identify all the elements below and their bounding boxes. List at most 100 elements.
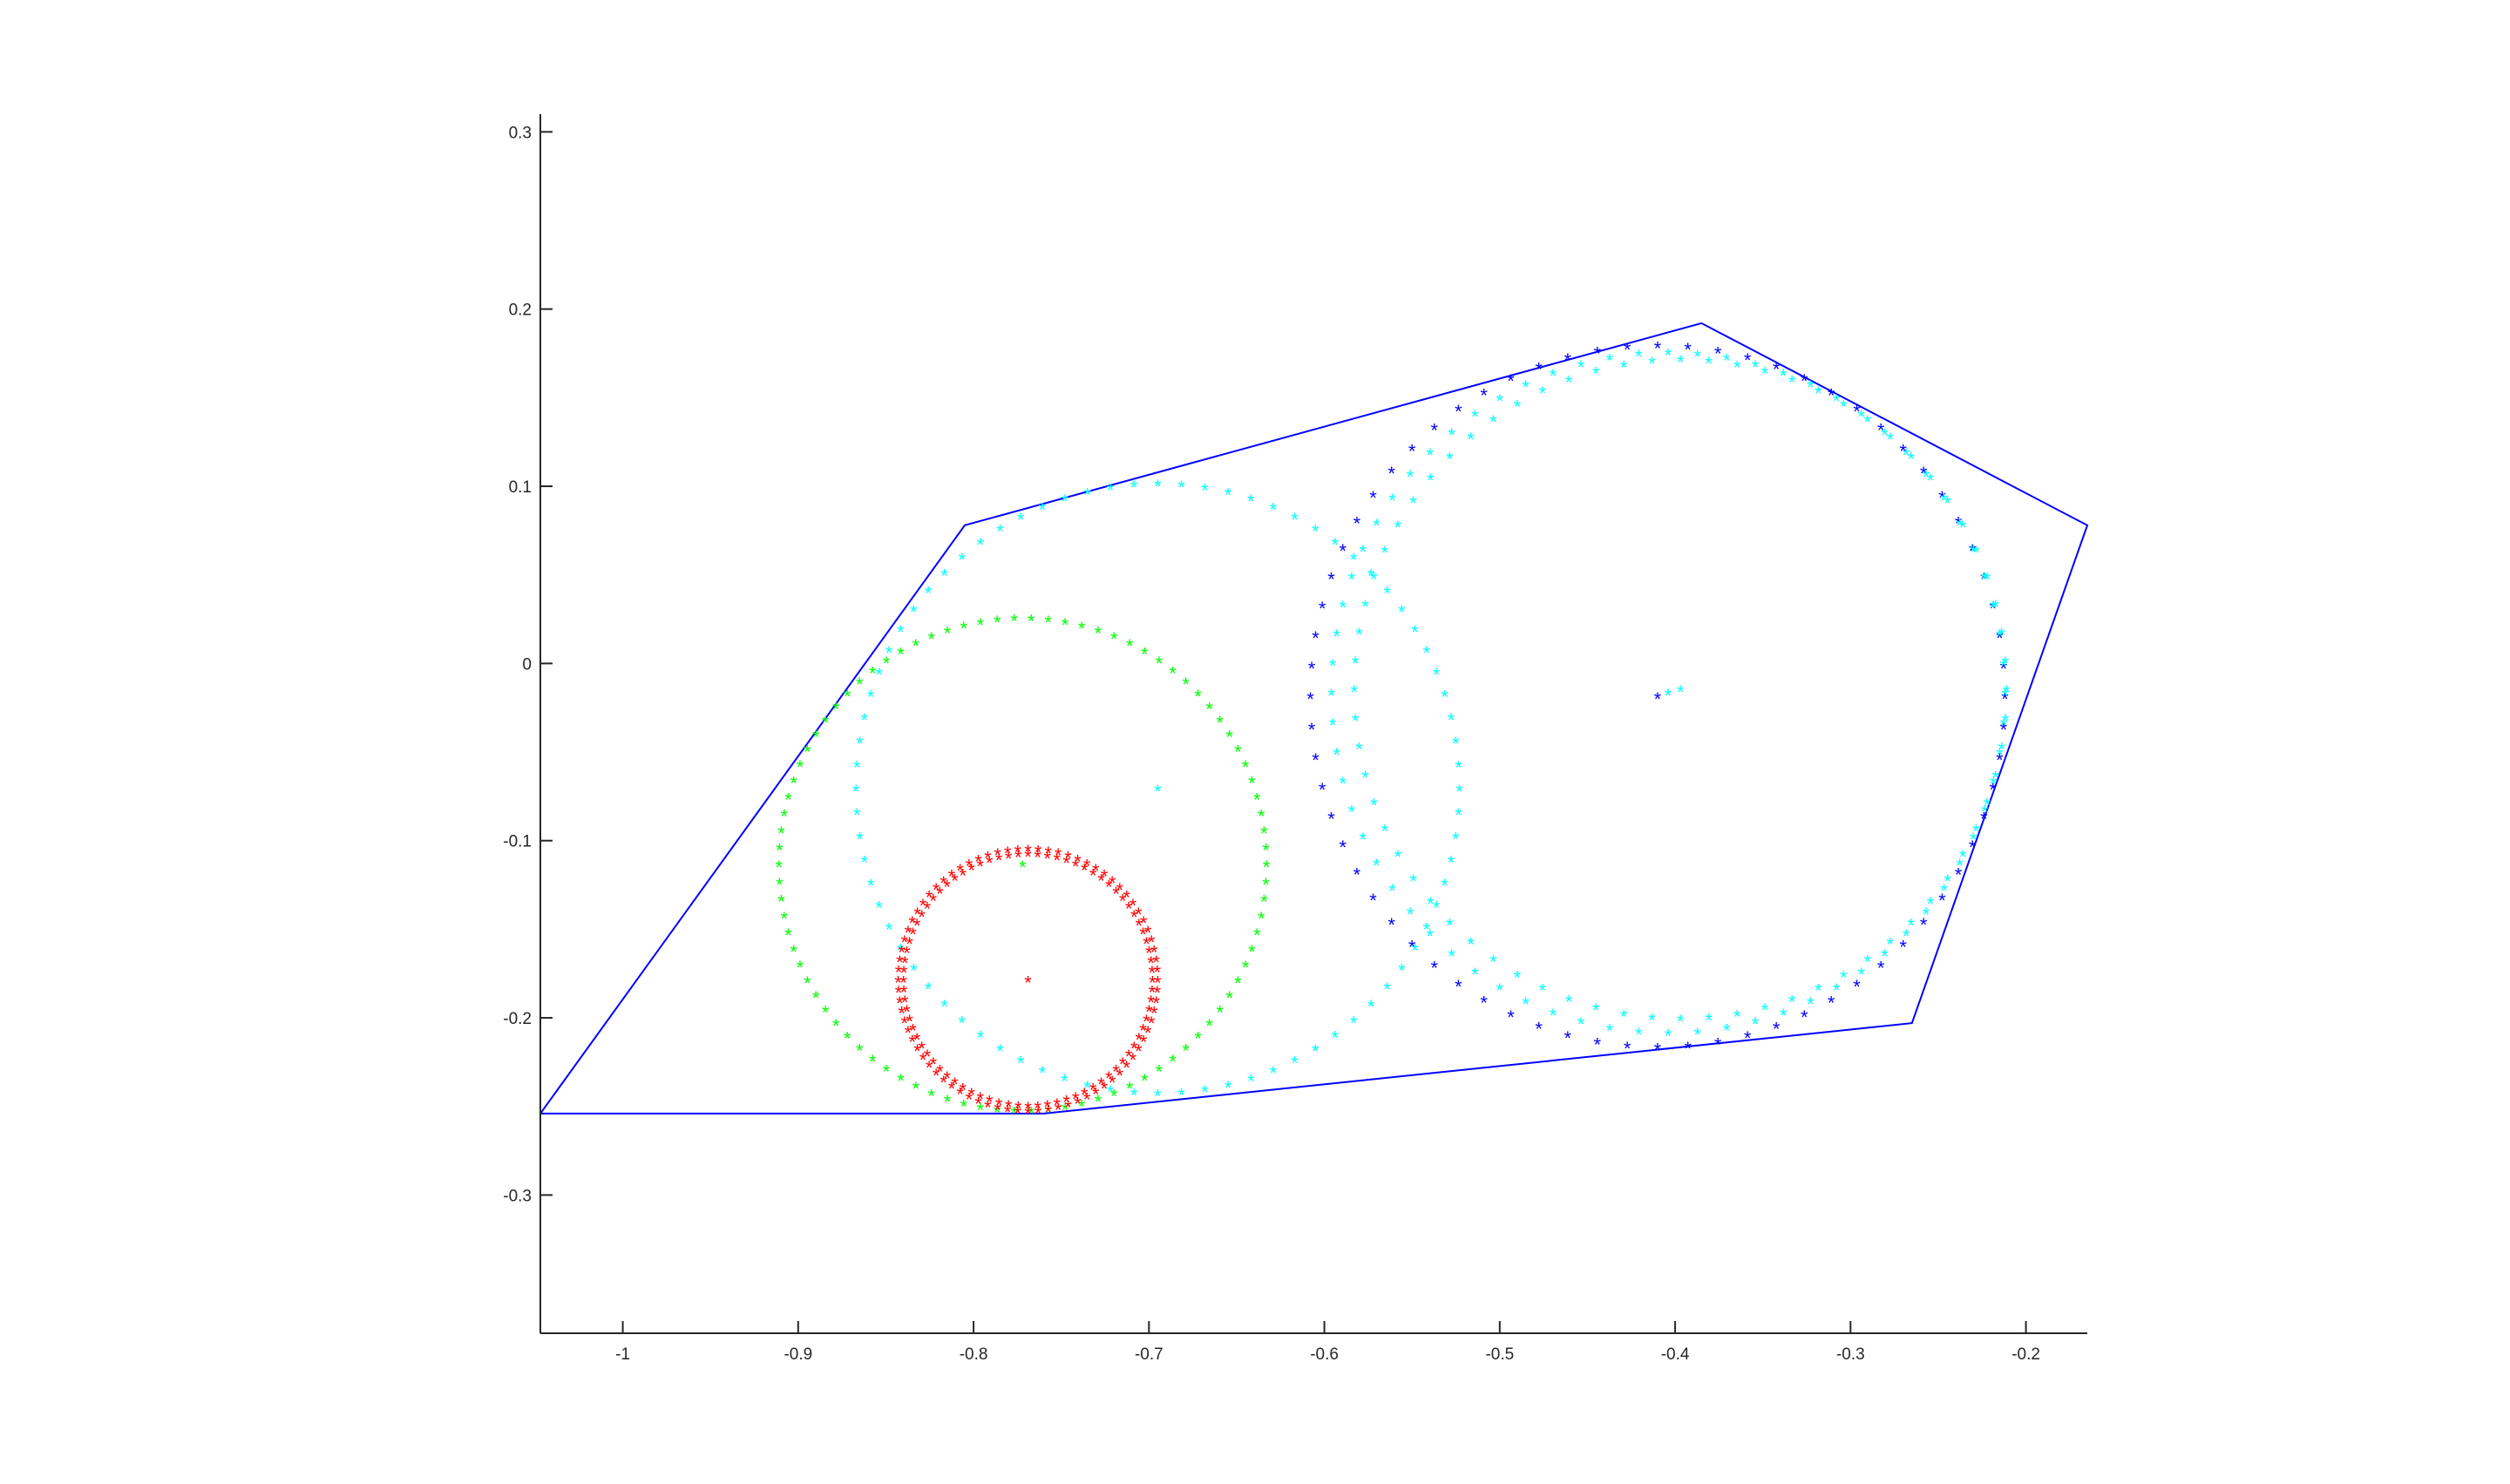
star-marker: * [1857,964,1865,986]
star-marker: * [2001,685,2009,707]
star-marker: * [1944,492,1951,514]
star-marker: * [1773,359,1781,381]
star-marker: * [995,1094,1003,1116]
star-marker: * [910,959,918,981]
star-marker: * [919,895,927,917]
star-marker: * [1564,1027,1572,1049]
star-marker: * [1353,513,1361,535]
star-marker: * [1270,499,1278,521]
star-marker: * [1411,940,1419,962]
star-marker: * [918,1038,926,1060]
star-marker: * [869,1051,877,1073]
star-marker: * [1156,653,1163,674]
star-marker: * [1312,627,1319,649]
star-marker: * [1448,851,1455,873]
star-marker: * [1024,1098,1032,1120]
star-marker: * [1998,739,2005,761]
star-marker: * [1105,877,1113,898]
star-marker: * [977,1088,985,1110]
star-marker: * [1039,499,1047,521]
star-marker: * [1990,598,1998,620]
star-marker: * [936,883,944,905]
star-marker: * [885,642,893,664]
star-marker: * [1577,356,1585,378]
star-marker: * [1423,919,1431,941]
circle-series-1: ****************************************… [1327,345,2009,1047]
star-marker: * [2001,688,2009,710]
star-marker: * [1970,829,1977,850]
star-marker: * [1242,957,1250,979]
star-marker: * [1329,715,1337,736]
star-marker: * [1055,1100,1062,1121]
star-marker: * [1944,871,1951,892]
x-tick-label: -0.9 [784,1345,812,1364]
star-marker: * [1130,906,1138,928]
star-marker: * [1110,1085,1118,1107]
star-marker: * [1014,1097,1022,1119]
star-marker: * [996,521,1004,543]
star-marker: * [1092,860,1100,882]
star-marker: * [1448,945,1455,967]
star-marker: * [1177,1084,1185,1106]
star-marker: * [1991,767,1999,789]
star-marker: * [927,628,935,650]
star-marker: * [1471,406,1479,428]
star-marker: * [1005,848,1013,870]
star-marker: * [918,906,926,928]
star-marker: * [1169,1051,1177,1073]
star-marker: * [875,664,883,686]
star-marker: * [1350,549,1358,571]
y-tick-label: 0.3 [509,124,532,142]
star-marker: * [1107,1081,1115,1103]
star-marker: * [1224,1077,1232,1099]
star-marker: * [912,1078,920,1100]
star-marker: * [1455,756,1462,778]
star-marker: * [1507,370,1515,392]
star-marker: * [924,1046,932,1067]
star-marker: * [1340,597,1347,619]
star-marker: * [1441,875,1448,897]
star-marker: * [1125,1046,1133,1067]
star-marker: * [1388,490,1396,512]
star-marker: * [1225,987,1233,1009]
star-marker: * [974,850,982,872]
star-marker: * [1136,915,1143,937]
star-marker: * [781,805,789,827]
star-marker: * [926,1057,933,1079]
star-marker: * [1145,1001,1153,1023]
star-marker: * [784,789,792,810]
star-marker: * [1234,972,1242,994]
star-marker: * [1353,864,1361,885]
star-marker: * [1201,479,1209,501]
star-marker: * [1507,1006,1515,1028]
star-marker: * [960,1080,967,1101]
star-marker: * [790,773,797,795]
star-marker: * [1148,932,1156,953]
star-marker: * [844,1028,851,1050]
center-marker: * [1665,685,1672,707]
star-marker: * [1247,491,1255,512]
star-marker: * [966,855,973,877]
star-marker: * [1908,914,1916,936]
star-marker: * [901,992,909,1013]
star-marker: * [1455,781,1463,803]
star-marker: * [896,993,904,1014]
star-marker: * [1441,687,1448,708]
star-marker: * [1352,653,1360,674]
star-marker: * [1394,846,1402,868]
star-marker: * [1665,1025,1672,1047]
star-marker: * [897,643,905,665]
star-marker: * [1411,621,1419,643]
star-marker: * [1693,1024,1701,1046]
boundary-polygon [539,322,2089,1115]
star-marker: * [898,941,906,963]
star-marker: * [1291,509,1299,531]
star-marker: * [1733,356,1741,378]
star-marker: * [1877,420,1885,442]
polygon-layer [539,322,2089,1115]
star-marker: * [1577,1013,1585,1035]
star-marker: * [906,933,913,955]
circle-series-6: ****************************************… [899,846,1157,1120]
star-marker: * [1409,871,1417,892]
star-marker: * [1017,1052,1025,1074]
